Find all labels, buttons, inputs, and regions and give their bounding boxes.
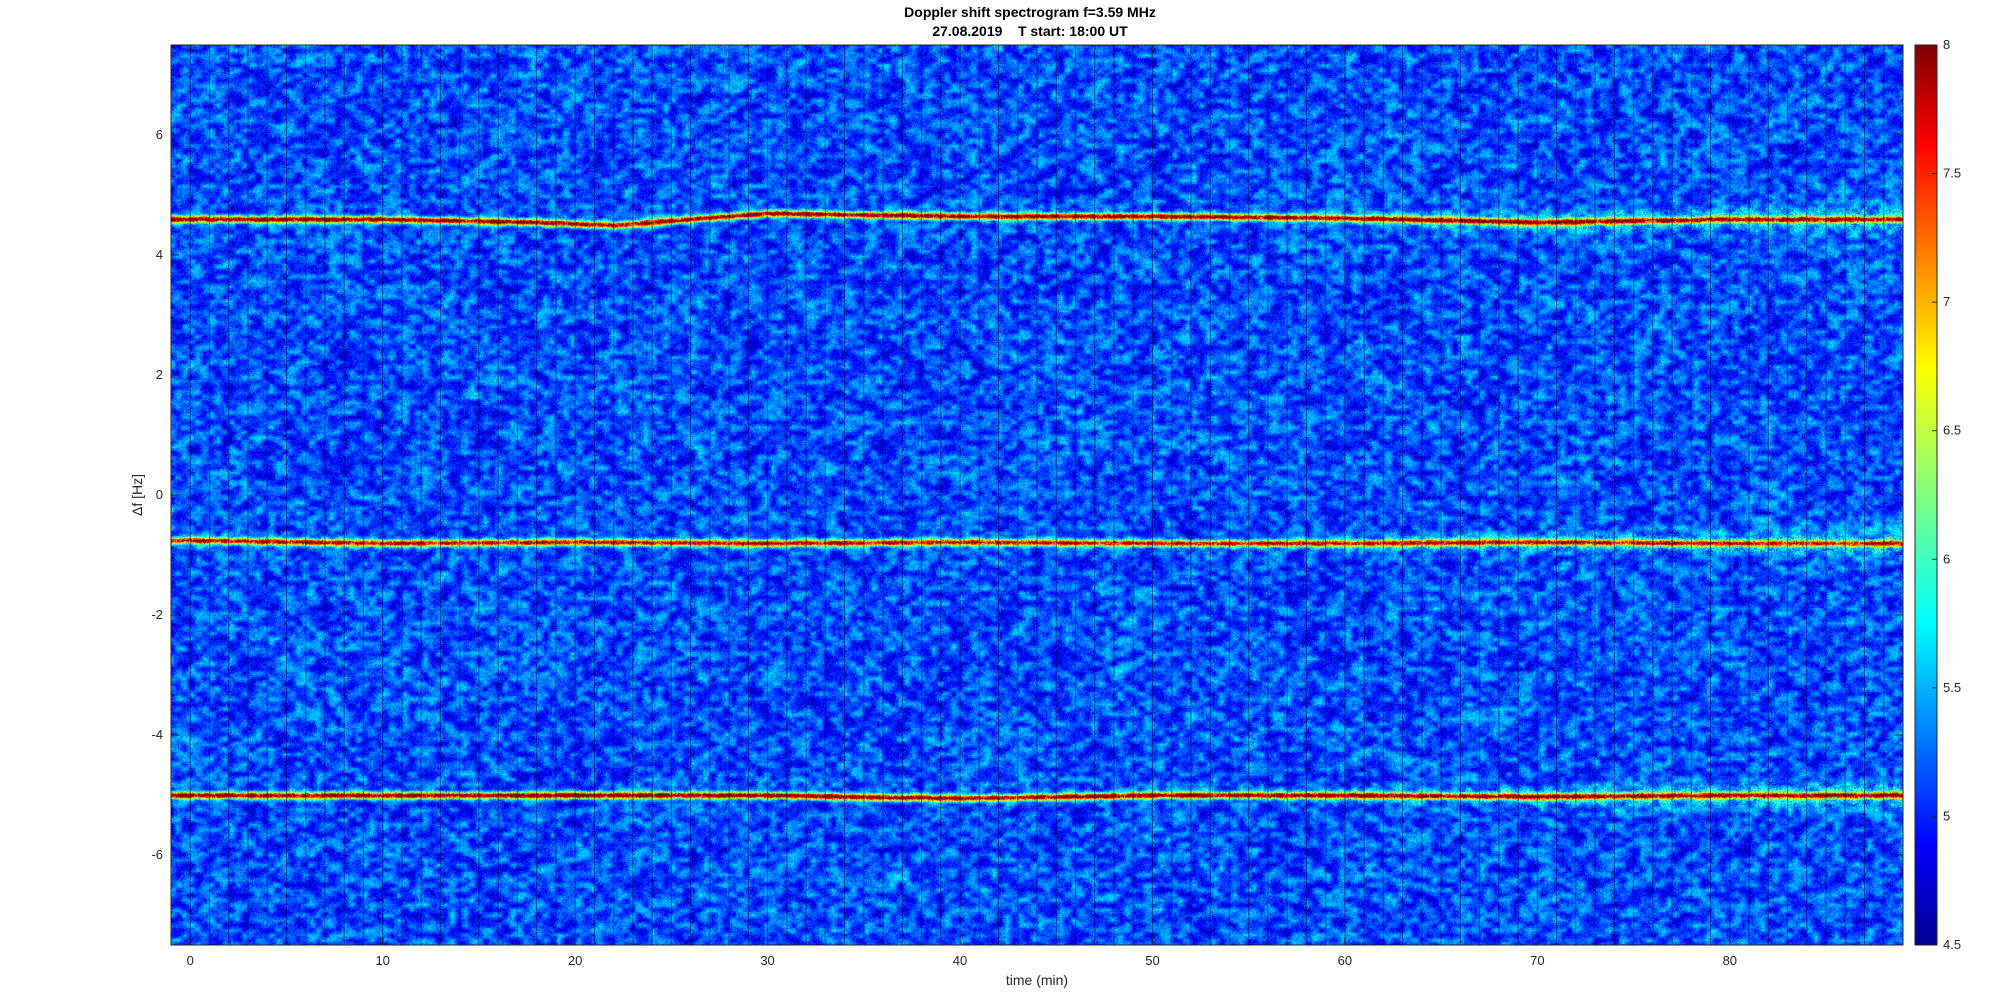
y-tick-label: 4 bbox=[156, 247, 163, 262]
x-tick-label: 50 bbox=[1145, 953, 1159, 968]
colorbar-tick-label: 4.5 bbox=[1943, 937, 1961, 952]
colorbar-gradient bbox=[1914, 44, 1938, 946]
colorbar-tick-label: 6.5 bbox=[1943, 423, 1961, 438]
x-tick-label: 60 bbox=[1338, 953, 1352, 968]
x-tick-label: 40 bbox=[953, 953, 967, 968]
colorbar-tick-label: 8 bbox=[1943, 37, 1950, 52]
y-tick-label: -2 bbox=[151, 607, 163, 622]
colorbar-tick-label: 5.5 bbox=[1943, 680, 1961, 695]
x-tick-label: 30 bbox=[760, 953, 774, 968]
colorbar-tick-label: 5 bbox=[1943, 808, 1950, 823]
x-tick-label: 10 bbox=[375, 953, 389, 968]
colorbar-tick-label: 6 bbox=[1943, 551, 1950, 566]
x-axis-label: time (min) bbox=[1006, 972, 1068, 988]
x-tick-label: 80 bbox=[1723, 953, 1737, 968]
y-tick-label: -6 bbox=[151, 847, 163, 862]
y-axis-ticks: -6 -4 -2 0 2 4 6 bbox=[151, 127, 1903, 862]
segment-boundaries bbox=[189, 45, 1885, 945]
y-tick-label: 6 bbox=[156, 127, 163, 142]
x-tick-label: 0 bbox=[187, 953, 194, 968]
spectrogram-plot bbox=[170, 44, 1904, 946]
colorbar-tick-label: 7 bbox=[1943, 294, 1950, 309]
colorbar-tick-label: 7.5 bbox=[1943, 166, 1961, 181]
y-tick-label: -4 bbox=[151, 727, 163, 742]
y-tick-label: 2 bbox=[156, 367, 163, 382]
x-axis-ticks: 0 10 20 30 40 50 60 70 80 bbox=[187, 45, 1737, 968]
y-axis-label: Δf [Hz] bbox=[129, 474, 145, 516]
colorbar-ticks: 4.5 5 5.5 6 6.5 7 7.5 8 bbox=[1932, 37, 1961, 952]
colorbar: 4.5 5 5.5 6 6.5 7 7.5 8 bbox=[1914, 37, 1961, 952]
chart-subtitle: 27.08.2019 T start: 18:00 UT bbox=[932, 23, 1128, 39]
x-tick-label: 70 bbox=[1530, 953, 1544, 968]
chart-title: Doppler shift spectrogram f=3.59 MHz bbox=[904, 4, 1156, 20]
x-tick-label: 20 bbox=[568, 953, 582, 968]
y-tick-label: 0 bbox=[156, 487, 163, 502]
